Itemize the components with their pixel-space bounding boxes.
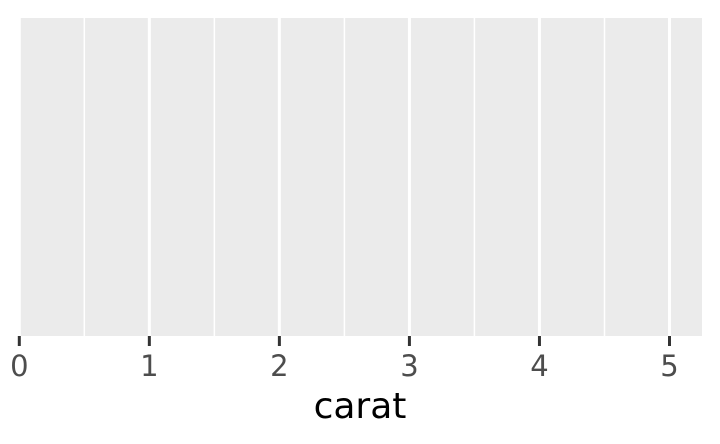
x-tick-label-1: 1	[140, 349, 158, 383]
x-tick-label-5: 5	[660, 349, 678, 383]
x-axis-tick-labels: 0 1 2 3 4 5	[10, 349, 679, 383]
plot-panel	[18, 18, 702, 336]
x-axis-ticks	[17, 336, 671, 346]
x-tick-label-4: 4	[530, 349, 548, 383]
x-tick-label-2: 2	[270, 349, 288, 383]
minor-gridlines	[83, 18, 606, 336]
major-gridlines	[17, 18, 671, 336]
x-tick-label-3: 3	[400, 349, 418, 383]
x-tick-label-0: 0	[10, 349, 28, 383]
x-axis-title: carat	[314, 386, 407, 427]
